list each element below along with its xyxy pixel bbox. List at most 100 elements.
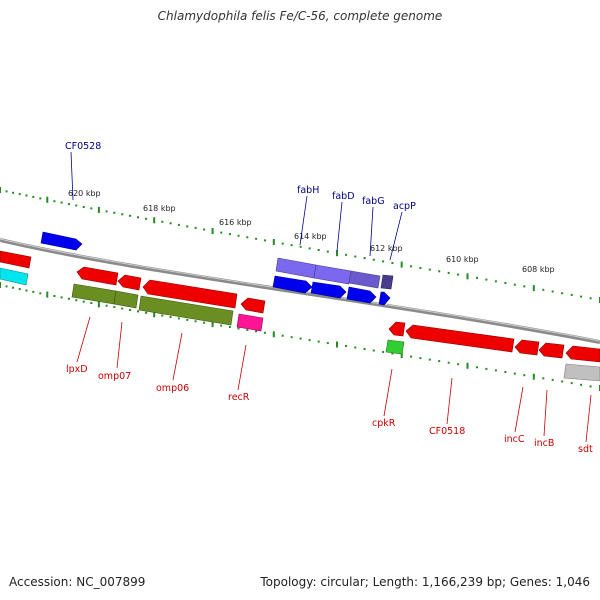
inner-minor-tick	[326, 342, 329, 345]
gene-fabG-product[interactable]	[348, 270, 381, 289]
inner-minor-tick	[281, 334, 284, 337]
outer-minor-tick	[67, 203, 70, 206]
gene-red-b[interactable]	[117, 274, 142, 291]
gene-fabH[interactable]	[272, 275, 313, 294]
inner-minor-tick	[18, 288, 21, 291]
gene-lpxD[interactable]	[71, 283, 117, 305]
outer-minor-tick	[137, 216, 139, 219]
outer-minor-tick	[589, 297, 592, 300]
outer-minor-tick	[354, 255, 357, 258]
outer-minor-tick	[561, 292, 564, 295]
gene-red-d[interactable]	[240, 297, 266, 314]
outer-minor-tick	[410, 265, 413, 268]
kbp-label-612: 612 kbp	[370, 244, 403, 253]
gene-recR[interactable]	[236, 313, 264, 332]
gene-omp07[interactable]	[113, 290, 139, 309]
label-fabH[interactable]: fabH	[297, 185, 319, 196]
inner-minor-tick	[457, 363, 460, 366]
gene-incB[interactable]	[538, 342, 565, 359]
outer-minor-tick	[308, 247, 311, 250]
outer-minor-tick	[255, 237, 258, 240]
inner-major-tick	[46, 291, 49, 298]
gene-fabG[interactable]	[346, 286, 377, 304]
label-incC[interactable]: incC	[504, 434, 525, 445]
inner-major-tick	[336, 341, 338, 348]
inner-major-tick	[153, 311, 156, 318]
inner-minor-tick	[5, 285, 8, 288]
inner-minor-tick	[438, 360, 441, 363]
gene-red-a[interactable]	[76, 266, 119, 286]
gene-CF0528[interactable]	[40, 231, 83, 251]
label-omp06[interactable]: omp06	[156, 383, 189, 394]
inner-minor-tick	[203, 321, 206, 324]
gene-grey-right[interactable]	[563, 363, 600, 382]
inner-minor-tick	[263, 331, 266, 334]
gene-left-edge-cyan[interactable]	[0, 267, 29, 286]
outer-minor-tick	[523, 285, 526, 288]
inner-minor-tick	[589, 385, 592, 388]
inner-minor-tick	[32, 290, 35, 293]
inner-minor-tick	[345, 345, 348, 347]
gene-red-c[interactable]	[142, 279, 238, 309]
gene-acpP-product[interactable]	[380, 274, 394, 290]
outer-minor-tick	[129, 214, 132, 217]
inner-minor-tick	[75, 299, 78, 302]
label-acpP[interactable]: acpP	[393, 201, 416, 212]
inner-minor-tick	[121, 307, 124, 310]
label-recR[interactable]: recR	[228, 392, 250, 403]
outer-minor-tick	[18, 193, 21, 196]
gene-acpP[interactable]	[378, 291, 391, 306]
gene-fabD-product[interactable]	[313, 264, 352, 285]
label-incB[interactable]: incB	[534, 438, 554, 449]
label-omp07[interactable]: omp07	[98, 371, 131, 382]
outer-minor-tick	[113, 211, 116, 214]
outer-minor-tick	[53, 200, 56, 203]
inner-minor-tick	[561, 380, 564, 383]
gene-left-edge-red[interactable]	[0, 250, 32, 269]
outer-minor-tick	[570, 293, 573, 296]
outer-minor-tick	[504, 282, 507, 284]
page-title: Chlamydophila felis Fe/C-56, complete ge…	[157, 9, 443, 23]
gene-CF0518[interactable]	[405, 324, 515, 353]
outer-minor-tick	[90, 207, 93, 210]
gene-cpkR[interactable]	[385, 339, 405, 355]
forward-gene-labels	[70, 151, 403, 261]
outer-major-tick	[46, 196, 49, 203]
topology-text: Topology: circular; Length: 1,166,239 bp…	[260, 575, 590, 589]
inner-minor-tick	[447, 361, 450, 364]
inner-minor-tick	[228, 326, 231, 328]
outer-minor-tick	[105, 210, 108, 213]
gene-fabD[interactable]	[310, 281, 347, 299]
gene-fabH-product[interactable]	[275, 257, 317, 279]
inner-minor-tick	[476, 366, 478, 369]
genome-backbone	[0, 238, 600, 344]
outer-minor-tick	[12, 191, 15, 194]
outer-minor-tick	[32, 195, 35, 198]
inner-minor-tick	[485, 367, 488, 370]
outer-minor-tick	[372, 258, 375, 261]
label-fabD[interactable]: fabD	[332, 191, 355, 202]
label-fabG[interactable]: fabG	[362, 196, 385, 207]
outer-minor-tick	[551, 290, 554, 293]
outer-major-tick	[272, 239, 275, 245]
gene-incC[interactable]	[514, 339, 540, 356]
label-sdt[interactable]: sdt	[578, 444, 593, 455]
forward-features	[40, 231, 394, 306]
gene-sdt[interactable]	[565, 345, 600, 363]
label-lpxD[interactable]: lpxD	[66, 364, 88, 375]
label-CF0528[interactable]: CF0528	[65, 141, 101, 152]
inner-minor-tick	[308, 339, 311, 342]
outer-major-tick	[153, 217, 156, 224]
outer-minor-tick	[161, 220, 164, 223]
label-cpkR[interactable]: cpkR	[372, 418, 396, 429]
outer-tick-arc	[0, 187, 600, 303]
outer-minor-tick	[485, 278, 488, 281]
inner-minor-tick	[12, 286, 15, 289]
inner-minor-tick	[551, 378, 554, 381]
gene-omp06[interactable]	[138, 295, 234, 326]
inner-minor-tick	[317, 340, 320, 343]
kbp-label-608: 608 kbp	[522, 265, 555, 274]
outer-minor-tick	[39, 197, 42, 200]
gene-red-e[interactable]	[388, 321, 406, 337]
label-CF0518[interactable]: CF0518	[429, 426, 465, 437]
